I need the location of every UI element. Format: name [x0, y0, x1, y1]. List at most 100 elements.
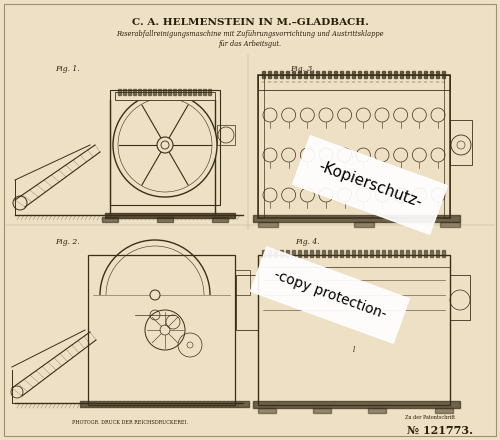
- Bar: [364, 71, 367, 78]
- Bar: [346, 71, 349, 78]
- Bar: [158, 89, 161, 95]
- Bar: [128, 89, 131, 95]
- Bar: [183, 89, 186, 95]
- Bar: [440, 222, 460, 227]
- Bar: [436, 71, 439, 78]
- Bar: [163, 89, 166, 95]
- Bar: [280, 71, 283, 78]
- Bar: [274, 250, 277, 257]
- Bar: [406, 250, 409, 257]
- Bar: [168, 89, 171, 95]
- Bar: [258, 255, 450, 405]
- Bar: [430, 250, 433, 257]
- Bar: [292, 71, 295, 78]
- Circle shape: [157, 137, 173, 153]
- Bar: [143, 89, 146, 95]
- Bar: [394, 250, 397, 257]
- Text: Fig. 1.: Fig. 1.: [55, 65, 80, 73]
- Bar: [280, 250, 283, 257]
- Bar: [316, 250, 319, 257]
- Bar: [424, 250, 427, 257]
- Bar: [340, 250, 343, 257]
- Bar: [258, 408, 276, 413]
- Bar: [412, 71, 415, 78]
- Bar: [354, 222, 374, 227]
- Bar: [198, 89, 201, 95]
- Bar: [450, 275, 470, 320]
- Bar: [217, 125, 235, 145]
- Text: für das Arbeitsgut.: für das Arbeitsgut.: [218, 40, 282, 48]
- Bar: [258, 75, 450, 90]
- Bar: [444, 75, 450, 218]
- Bar: [262, 71, 265, 78]
- Text: c: c: [273, 271, 277, 279]
- Bar: [258, 255, 450, 267]
- Bar: [173, 89, 176, 95]
- Bar: [400, 71, 403, 78]
- Bar: [286, 71, 289, 78]
- Bar: [212, 217, 228, 222]
- Bar: [292, 250, 295, 257]
- Circle shape: [113, 93, 217, 197]
- Bar: [298, 71, 301, 78]
- Bar: [352, 71, 355, 78]
- Bar: [258, 75, 264, 218]
- Bar: [157, 217, 173, 222]
- Bar: [118, 89, 121, 95]
- Bar: [412, 250, 415, 257]
- Bar: [286, 250, 289, 257]
- Bar: [258, 222, 278, 227]
- Bar: [340, 71, 343, 78]
- Text: № 121773.: № 121773.: [407, 425, 473, 436]
- Circle shape: [150, 290, 160, 300]
- Bar: [88, 255, 235, 405]
- Bar: [400, 250, 403, 257]
- Bar: [115, 92, 215, 100]
- Bar: [148, 89, 151, 95]
- Bar: [316, 71, 319, 78]
- Bar: [328, 250, 331, 257]
- Bar: [236, 275, 258, 330]
- Bar: [358, 71, 361, 78]
- Bar: [310, 250, 313, 257]
- Bar: [442, 71, 445, 78]
- Bar: [313, 408, 331, 413]
- Text: -Kopierschutz-: -Kopierschutz-: [316, 159, 424, 211]
- Bar: [304, 250, 307, 257]
- Text: PHOTOGR. DRUCK DER REICHSDRUCKEREI.: PHOTOGR. DRUCK DER REICHSDRUCKEREI.: [72, 420, 188, 425]
- Bar: [208, 89, 211, 95]
- Bar: [388, 250, 391, 257]
- Bar: [102, 217, 118, 222]
- Text: Faserabfallreinigungsmaschine mit Zuführungsvorrichtung und Austrittsklappe: Faserabfallreinigungsmaschine mit Zuführ…: [116, 30, 384, 38]
- Bar: [268, 250, 271, 257]
- Bar: [322, 71, 325, 78]
- Bar: [346, 250, 349, 257]
- Bar: [310, 71, 313, 78]
- Bar: [370, 250, 373, 257]
- Bar: [123, 89, 126, 95]
- Bar: [435, 408, 453, 413]
- Bar: [274, 71, 277, 78]
- Bar: [138, 89, 141, 95]
- Bar: [364, 250, 367, 257]
- Bar: [368, 408, 386, 413]
- Bar: [105, 213, 235, 218]
- Bar: [253, 215, 460, 222]
- Bar: [406, 71, 409, 78]
- Bar: [382, 250, 385, 257]
- Bar: [334, 250, 337, 257]
- Bar: [304, 71, 307, 78]
- Bar: [253, 401, 460, 408]
- Bar: [193, 89, 196, 95]
- Bar: [370, 71, 373, 78]
- Bar: [298, 250, 301, 257]
- Bar: [382, 71, 385, 78]
- Text: Fig. 3.: Fig. 3.: [290, 65, 314, 73]
- Bar: [376, 71, 379, 78]
- Bar: [424, 71, 427, 78]
- Bar: [235, 270, 250, 295]
- Text: Fig. 4.: Fig. 4.: [295, 238, 320, 246]
- Bar: [203, 89, 206, 95]
- Bar: [322, 250, 325, 257]
- Bar: [188, 89, 191, 95]
